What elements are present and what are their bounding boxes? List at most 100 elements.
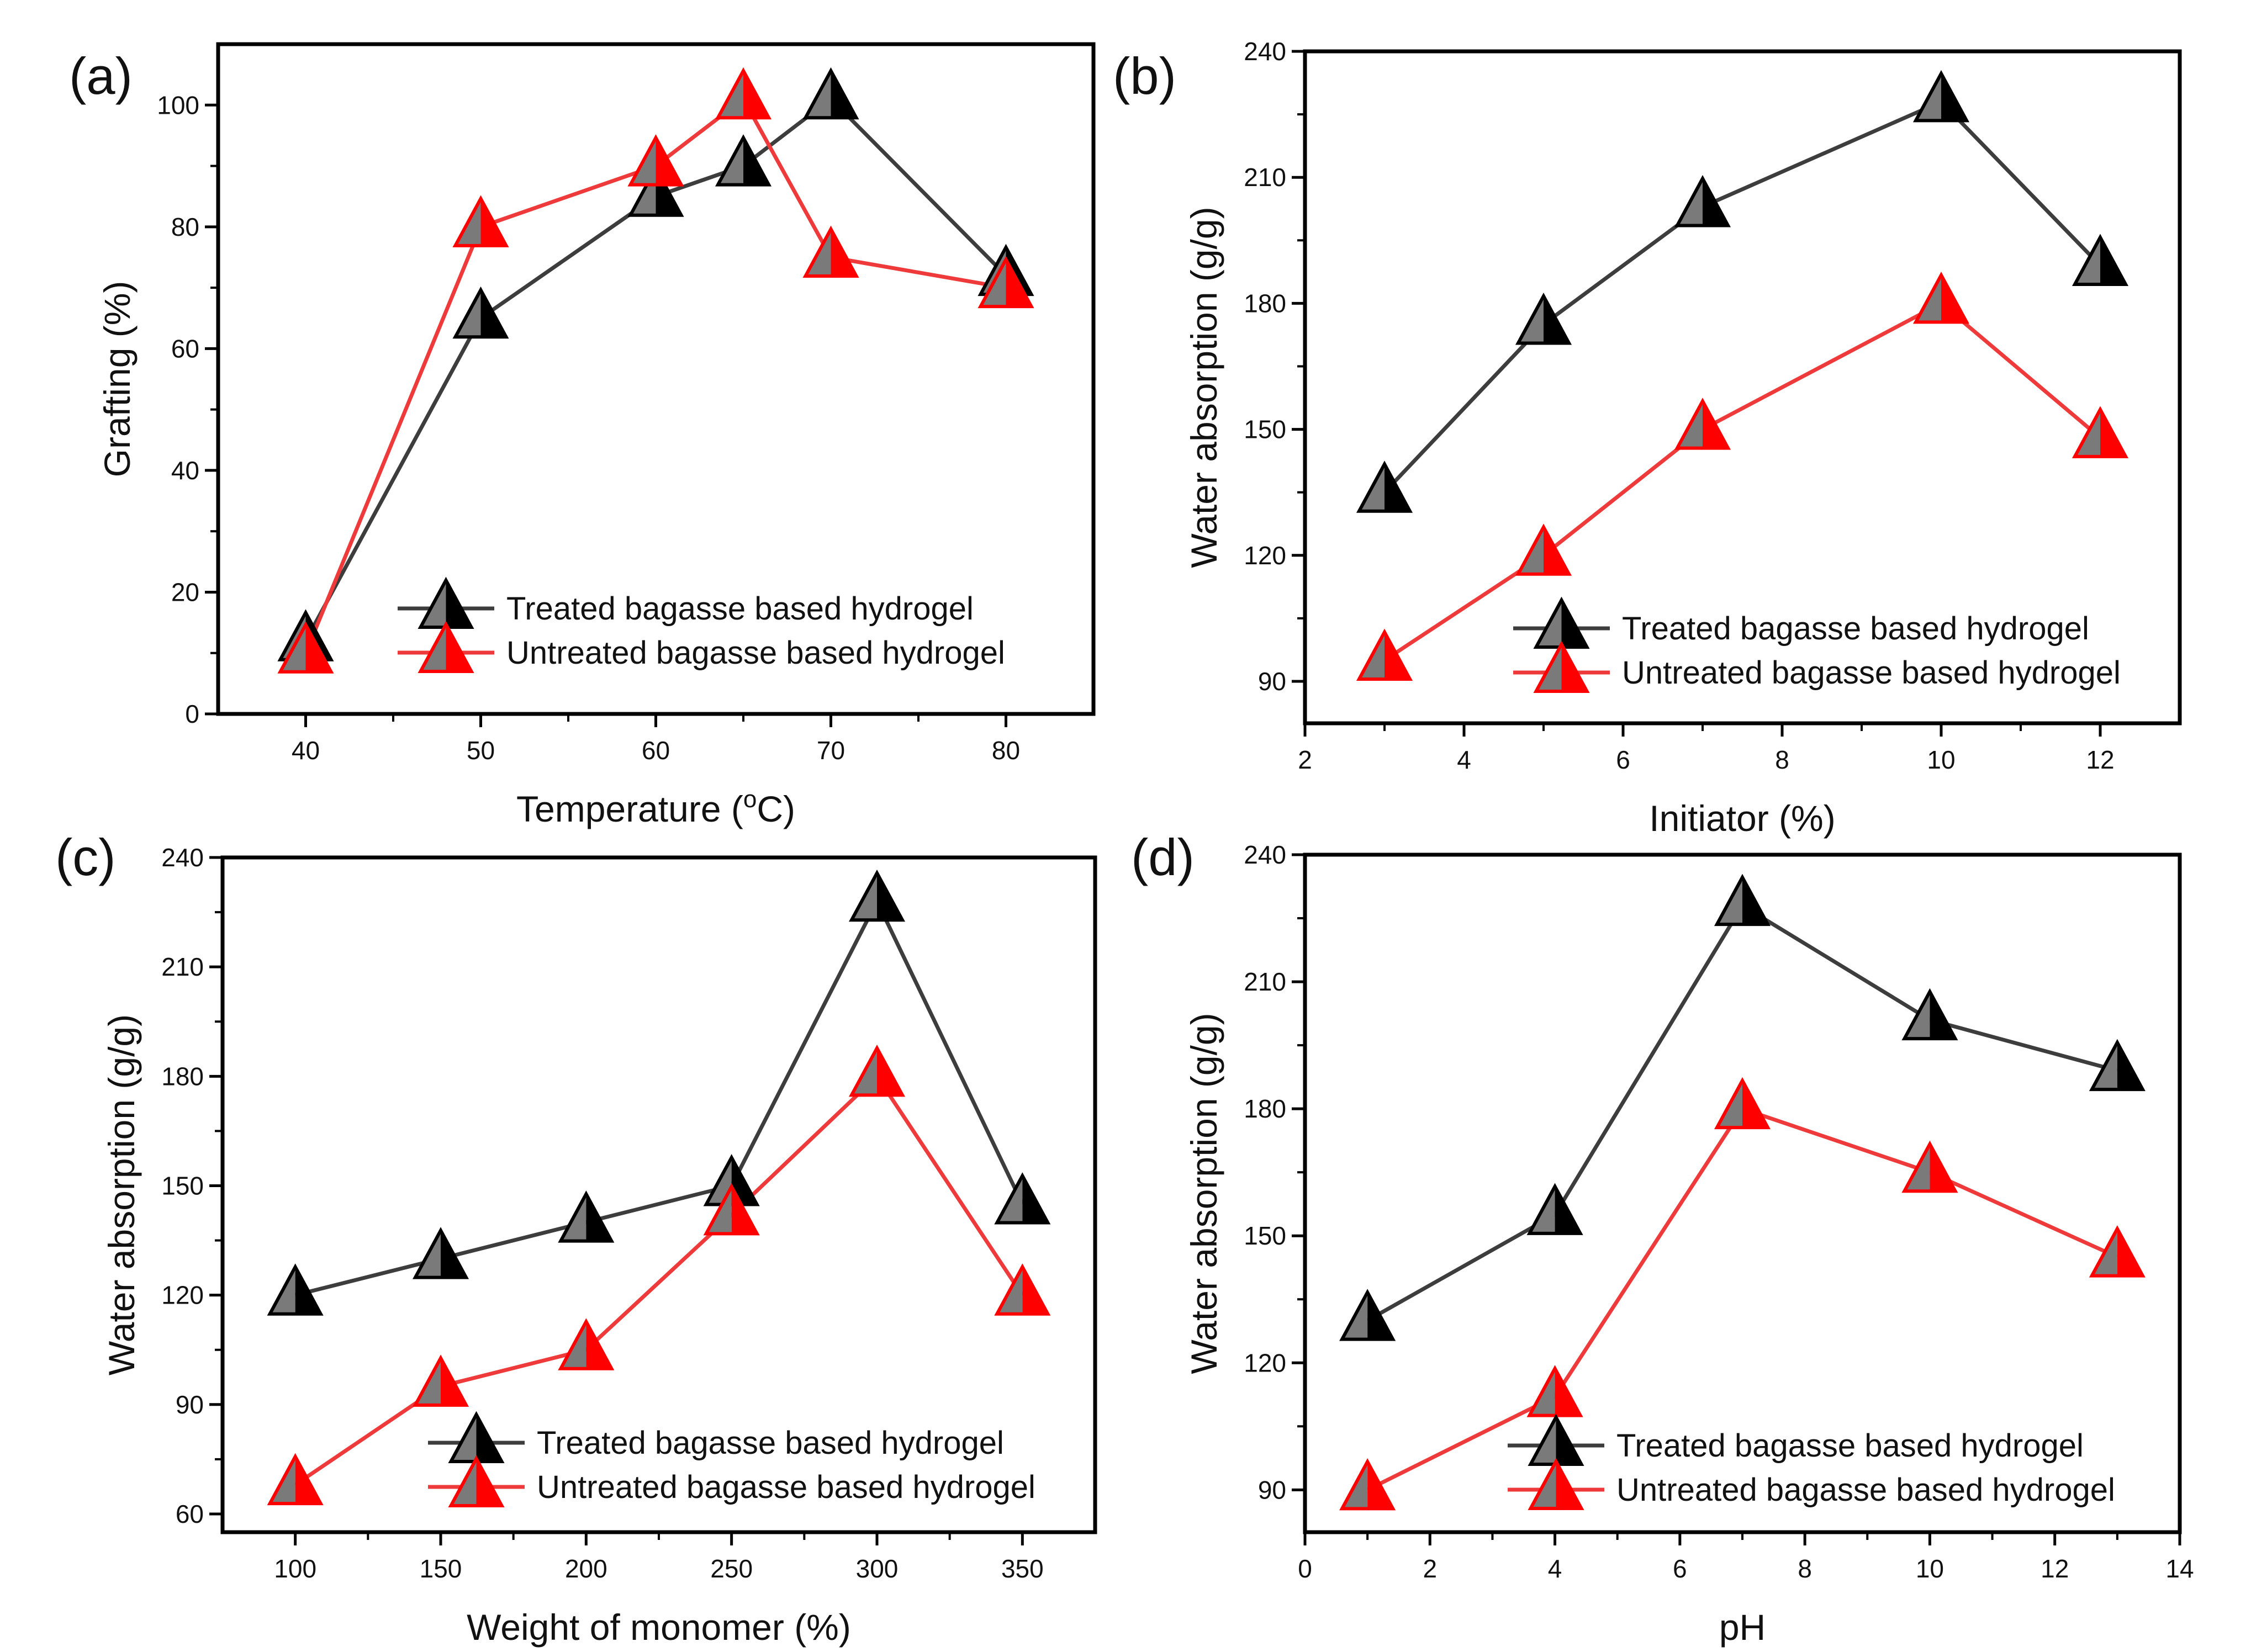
panel-c-xtick-label: 300 <box>856 1554 899 1583</box>
panel-d-ytick-label: 90 <box>1258 1475 1286 1504</box>
panel-b-ytick-label: 150 <box>1244 415 1286 444</box>
panel-a-series-1-point <box>802 225 859 278</box>
panel-c-series-0-point <box>267 1263 324 1316</box>
panel-d-label: (d) <box>1131 828 1195 886</box>
panel-d-series-0-point <box>1339 1289 1396 1341</box>
panel-c-series-0-point <box>412 1227 469 1279</box>
panel-d-series-1-point <box>1901 1140 1958 1193</box>
panel-c-xtick-label: 250 <box>710 1554 753 1583</box>
panel-a-series-1-point <box>715 67 772 120</box>
panel-b-legend-0-label: Treated bagasse based hydrogel <box>1622 611 2089 647</box>
panel-a-series-1-point <box>452 195 509 247</box>
panel-c-series-1-point <box>994 1263 1051 1316</box>
panel-d-series-1-point <box>1714 1077 1771 1130</box>
panel-a-series-0-point <box>452 286 509 339</box>
panel-b-series-1-point <box>1356 628 1413 681</box>
panel-b-ytick-label: 120 <box>1244 541 1286 570</box>
panel-d-xtick-label: 10 <box>1916 1554 1944 1583</box>
panel-a-series-0-point <box>627 165 684 217</box>
panel-a-ytick-label: 40 <box>171 456 199 485</box>
panel-c-label: (c) <box>55 828 116 886</box>
panel-a-frame <box>216 42 1096 716</box>
panel-d-ytick-label: 180 <box>1244 1094 1286 1123</box>
panel-a-series-1-line <box>304 97 1007 654</box>
panel-a-xtick-label: 80 <box>992 736 1020 765</box>
panel-b-ytick-label: 210 <box>1244 163 1286 192</box>
panel-b-label: (b) <box>1113 47 1176 105</box>
panel-c-legend-1-label: Untreated bagasse based hydrogel <box>537 1469 1035 1505</box>
panel-a-legend-0-label: Treated bagasse based hydrogel <box>506 591 974 627</box>
panel-d-ytick-label: 120 <box>1244 1348 1286 1377</box>
panel-a-ytick-label: 80 <box>171 213 199 241</box>
panel-c-series-1-point <box>558 1318 615 1370</box>
panel-a-series-0-point <box>715 134 772 187</box>
panel-a-ytick-label: 20 <box>171 578 199 606</box>
panel-d-legend-1-label: Untreated bagasse based hydrogel <box>1616 1472 2115 1508</box>
panel-c-series-0-point <box>848 869 906 922</box>
panel-b-xtick-label: 12 <box>2086 745 2114 774</box>
panel-d-ytick-label: 210 <box>1244 967 1286 996</box>
panel-a-x-axis-title: Temperature (oC) <box>516 786 795 829</box>
panel-b-y-axis-title: Water absorption (g/g) <box>1183 206 1224 568</box>
panel-a-y-axis-title: Grafting (%) <box>97 281 138 478</box>
panel-d-xtick-label: 2 <box>1423 1554 1437 1583</box>
panel-a-legend-0-marker <box>418 576 474 629</box>
panel-a-series-0-line <box>304 97 1007 642</box>
panel-d-xtick-label: 0 <box>1298 1554 1312 1583</box>
panel-d-series-1-point <box>1339 1458 1396 1511</box>
panel-c-series-0-point <box>558 1190 615 1243</box>
panel-b-series-0-point <box>1912 70 1970 123</box>
panel-c-series-0-line <box>294 899 1024 1298</box>
panel-b-ytick-label: 90 <box>1258 667 1286 696</box>
panel-d-series-1-point <box>1526 1365 1583 1417</box>
panel-d-series-1-point <box>2089 1225 2146 1278</box>
panel-c-ytick-label: 210 <box>161 952 204 981</box>
panel-c-legend-1-marker <box>448 1455 505 1508</box>
panel-b-legend-1-label: Untreated bagasse based hydrogel <box>1622 655 2121 691</box>
panel-c-xtick-label: 200 <box>565 1554 607 1583</box>
panel-d-series-0-point <box>1714 873 1771 926</box>
panel-b-series-0-point <box>1356 460 1413 513</box>
panel-d-legend-1-marker <box>1528 1458 1584 1511</box>
panel-c-legend-0-label: Treated bagasse based hydrogel <box>537 1425 1004 1461</box>
panel-d-x-axis-title: pH <box>1719 1607 1766 1648</box>
panel-b-xtick-label: 10 <box>1927 745 1955 774</box>
panel-a-xtick-label: 60 <box>642 736 670 765</box>
panel-c: (c) 100 150 200 250 300 350 60 90 120 150 180 210 240… <box>55 828 1097 1648</box>
panel-d-legend-0-label: Treated bagasse based hydrogel <box>1616 1428 2084 1464</box>
panel-c-ytick-label: 180 <box>161 1062 204 1090</box>
panel-c-xtick-label: 150 <box>420 1554 462 1583</box>
panel-b-series-0-point <box>1674 175 1731 227</box>
panel-c-frame <box>220 855 1097 1534</box>
panel-b-xtick-label: 8 <box>1775 745 1789 774</box>
panel-c-xtick-label: 350 <box>1001 1554 1044 1583</box>
panel-d: (d) 0 2 4 6 8 10 12 14 90 120 150 180 210 240 pH Water a… <box>1131 828 2194 1648</box>
panel-a-series-1-point <box>627 134 684 187</box>
panel-d-series-0-point <box>2089 1039 2146 1092</box>
panel-d-ytick-label: 150 <box>1244 1221 1286 1250</box>
panel-c-series-1-point <box>267 1453 324 1506</box>
panel-c-series-1-point <box>703 1183 760 1236</box>
panel-b-series-1-point <box>1515 523 1572 576</box>
panel-d-xtick-label: 12 <box>2041 1554 2069 1583</box>
panel-c-xtick-label: 100 <box>274 1554 316 1583</box>
panel-b-xtick-label: 4 <box>1457 745 1471 774</box>
panel-a-legend-1-label: Untreated bagasse based hydrogel <box>506 635 1005 671</box>
panel-c-ytick-label: 60 <box>176 1500 204 1528</box>
panel-a-series-1-point <box>977 256 1034 309</box>
panel-b-series-1-point <box>1912 272 1970 324</box>
panel-a-ytick-label: 0 <box>185 700 199 728</box>
panel-a-xtick-label: 70 <box>817 736 845 765</box>
panel-a-ytick-label: 60 <box>171 334 199 363</box>
panel-a-series-1-point <box>277 621 334 674</box>
panel-d-xtick-label: 6 <box>1673 1554 1687 1583</box>
panel-b: (b) 2 4 6 8 10 12 90 120 150 180 210 240 Initiator (%… <box>1113 37 2182 839</box>
panel-d-xtick-label: 14 <box>2165 1554 2194 1583</box>
panel-d-ytick-label: 240 <box>1244 840 1286 869</box>
panel-a-xtick-label: 40 <box>292 736 320 765</box>
panel-b-frame <box>1303 49 2182 726</box>
panel-d-series-0-point <box>1526 1183 1583 1235</box>
panel-b-ytick-label: 240 <box>1244 37 1286 66</box>
panel-c-ytick-label: 90 <box>176 1390 204 1419</box>
